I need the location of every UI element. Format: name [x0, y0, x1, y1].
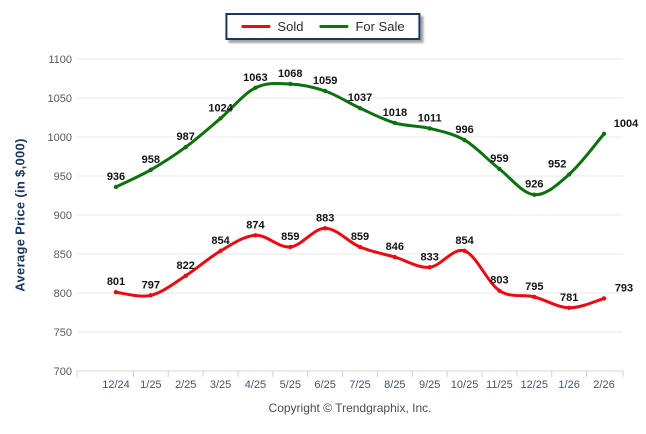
legend-label-sold: Sold [277, 19, 304, 34]
for-sale-line-swatch-icon [319, 25, 349, 28]
data-label: 793 [615, 282, 633, 294]
y-axis-title: Average Price (in $,000) [12, 138, 28, 292]
data-label: 936 [107, 171, 125, 183]
legend: Sold For Sale [225, 13, 421, 40]
data-label: 854 [211, 235, 230, 247]
y-axis-tick-label: 700 [54, 366, 72, 378]
x-axis-tick-label: 7/25 [349, 379, 370, 391]
data-label: 987 [177, 131, 195, 143]
data-label: 1059 [313, 75, 337, 87]
x-axis-tick-label: 8/25 [384, 379, 405, 391]
y-axis-tick-label: 900 [54, 210, 72, 222]
y-axis-tick-label: 1100 [48, 54, 72, 66]
y-axis-tick-label: 1050 [48, 93, 72, 105]
data-label: 797 [142, 279, 160, 291]
x-axis-tick-label: 1/26 [558, 379, 579, 391]
data-label: 1037 [348, 92, 372, 104]
data-point-marker [566, 172, 572, 177]
data-point-marker [183, 144, 188, 150]
data-point-marker [601, 296, 607, 301]
data-label: 859 [281, 231, 299, 243]
data-label: 803 [490, 275, 508, 287]
data-label: 883 [316, 212, 334, 224]
x-axis-tick-label: 1/25 [140, 379, 161, 391]
data-label: 1018 [383, 107, 407, 119]
x-axis-tick-label: 3/25 [210, 379, 231, 391]
x-axis-tick-label: 11/25 [486, 379, 513, 391]
data-point-marker [148, 167, 154, 172]
x-axis-tick-label: 2/25 [175, 379, 196, 391]
data-label: 1068 [278, 68, 302, 80]
data-point-marker [218, 248, 223, 254]
data-label: 781 [560, 292, 578, 304]
data-point-marker [462, 248, 467, 254]
x-axis-tick-label: 2/26 [593, 379, 614, 391]
data-label: 996 [455, 124, 473, 136]
data-label: 926 [525, 179, 543, 191]
data-label: 854 [455, 235, 474, 247]
data-point-marker [148, 293, 154, 298]
data-label: 846 [386, 241, 404, 253]
data-point-marker [497, 288, 502, 293]
data-point-marker [427, 126, 432, 131]
legend-label-for-sale: For Sale [355, 19, 405, 34]
data-label: 952 [548, 158, 566, 170]
data-point-marker [532, 294, 537, 300]
data-point-marker [357, 105, 363, 111]
data-label: 801 [107, 276, 125, 288]
sold-line-swatch-icon [241, 25, 271, 28]
y-axis-tick-label: 950 [54, 171, 72, 183]
x-axis-tick-label: 4/25 [245, 379, 266, 391]
data-label: 795 [525, 281, 543, 293]
data-label: 1011 [418, 112, 442, 124]
data-point-marker [497, 166, 502, 172]
data-label: 874 [246, 219, 265, 231]
x-axis-tick-label: 12/25 [521, 379, 549, 391]
y-axis-tick-label: 1000 [48, 132, 72, 144]
data-point-marker [601, 131, 607, 137]
x-axis-tick-label: 9/25 [419, 379, 440, 391]
copyright-text: Copyright © Trendgraphix, Inc. [268, 401, 432, 415]
data-point-marker [532, 192, 537, 197]
data-point-marker [392, 254, 398, 260]
data-label: 1024 [208, 102, 233, 114]
data-point-marker [253, 233, 258, 238]
x-axis-tick-label: 6/25 [314, 379, 335, 391]
legend-item-for-sale[interactable]: For Sale [319, 19, 405, 34]
data-point-marker [392, 120, 398, 126]
data-point-marker [288, 81, 293, 87]
data-point-marker [322, 88, 328, 94]
data-point-marker [322, 226, 328, 231]
data-label: 1063 [243, 72, 267, 84]
data-label: 833 [421, 251, 439, 263]
data-point-marker [288, 244, 293, 250]
data-point-marker [427, 265, 432, 270]
data-point-marker [566, 305, 572, 311]
data-point-marker [462, 137, 467, 143]
data-point-marker [113, 184, 119, 190]
data-label: 1004 [614, 118, 639, 130]
y-axis-tick-label: 800 [54, 288, 72, 300]
y-axis-tick-label: 750 [54, 327, 72, 339]
data-point-marker [253, 85, 258, 91]
data-label: 959 [490, 153, 508, 165]
data-point-marker [357, 244, 363, 250]
y-axis-tick-label: 850 [54, 249, 72, 261]
data-point-marker [183, 273, 188, 279]
x-axis-tick-label: 10/25 [451, 379, 479, 391]
legend-item-sold[interactable]: Sold [241, 20, 303, 33]
data-point-marker [113, 290, 119, 295]
x-axis-tick-label: 5/25 [280, 379, 301, 391]
data-point-marker [218, 116, 223, 121]
x-axis-tick-label: 12/24 [102, 379, 130, 391]
data-label: 822 [177, 260, 195, 272]
data-label: 958 [142, 154, 160, 166]
data-label: 859 [351, 231, 369, 243]
